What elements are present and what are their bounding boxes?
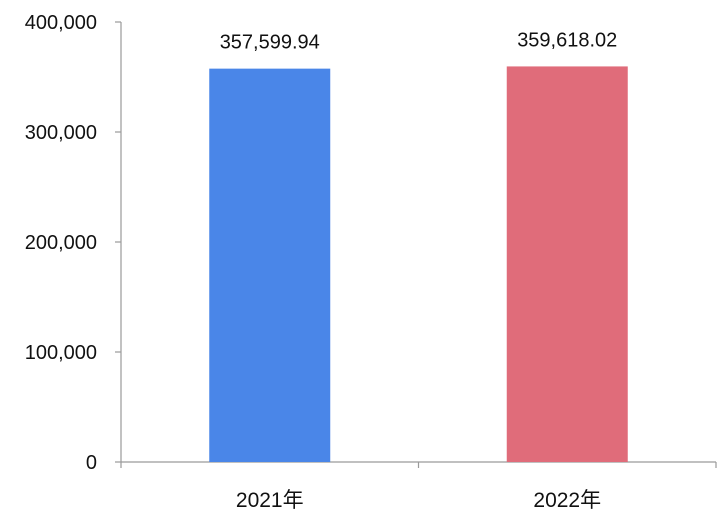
y-tick-label: 0 <box>86 452 97 474</box>
bar-2 <box>506 66 628 463</box>
y-tick-label: 200,000 <box>25 232 97 254</box>
y-tick-label: 100,000 <box>25 342 97 364</box>
x-category-label-1: 2021年 <box>236 489 304 512</box>
x-category-label-2: 2022年 <box>533 489 601 512</box>
data-labels-group: 357,599.94 359,618.02 <box>220 29 618 53</box>
bars-group <box>209 66 628 463</box>
data-label-1: 357,599.94 <box>220 32 320 54</box>
x-axis: 2021年 2022年 <box>120 461 717 512</box>
bar-1 <box>209 68 331 462</box>
y-axis: 0 100,000 200,000 300,000 400,000 <box>25 12 122 474</box>
y-tick-label: 300,000 <box>25 122 97 144</box>
y-tick-label: 400,000 <box>25 12 97 34</box>
data-label-2: 359,618.02 <box>517 29 617 51</box>
